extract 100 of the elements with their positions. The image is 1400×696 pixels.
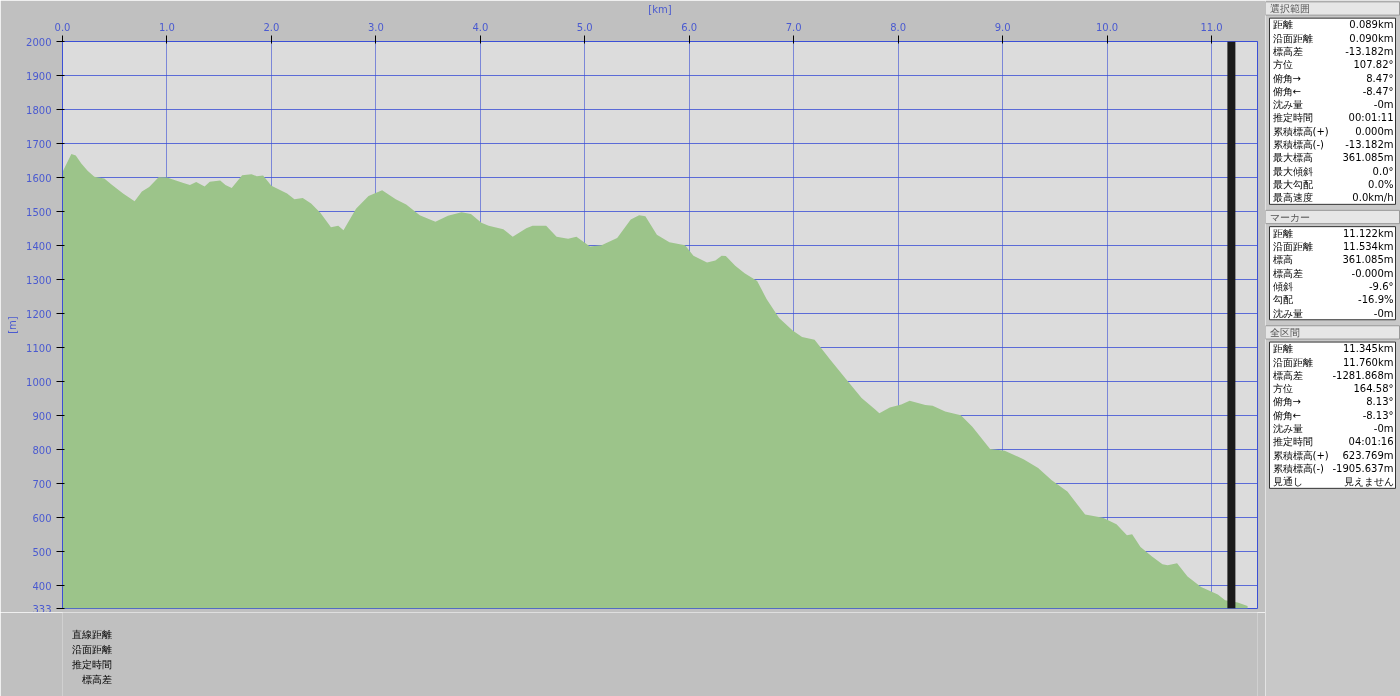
text: 見通し bbox=[1272, 476, 1303, 488]
text: -0m bbox=[1373, 307, 1394, 319]
text: 距離 bbox=[1272, 343, 1293, 355]
y-tick-label: 600 bbox=[32, 512, 52, 524]
text: 直線距離 bbox=[71, 629, 112, 640]
x-tick-label: 5.0 bbox=[576, 21, 593, 33]
text: 11.760km bbox=[1342, 356, 1394, 368]
y-tick-label: 1600 bbox=[26, 172, 52, 184]
text: 方位 bbox=[1272, 59, 1293, 71]
text: 8.13° bbox=[1366, 396, 1394, 408]
text: 0.089km bbox=[1349, 19, 1394, 31]
x-tick-label: 7.0 bbox=[785, 21, 802, 33]
text: 標高差 bbox=[1272, 369, 1303, 381]
text: -0m bbox=[1373, 99, 1394, 111]
text: 方位 bbox=[1272, 383, 1293, 395]
text: 最大勾配 bbox=[1272, 178, 1313, 190]
text: 沈み量 bbox=[1272, 99, 1303, 111]
text: 傾斜 bbox=[1272, 281, 1293, 292]
text: 累積標高(+) bbox=[1272, 449, 1329, 461]
text: 沈み量 bbox=[1272, 423, 1303, 434]
x-tick-label: 2.0 bbox=[263, 21, 280, 33]
y-tick-label: 1300 bbox=[26, 274, 52, 286]
text: 標高差 bbox=[1272, 45, 1303, 57]
y-tick-label: 500 bbox=[32, 546, 52, 558]
text: 11.345km bbox=[1342, 343, 1394, 355]
text: -0.000m bbox=[1351, 267, 1394, 279]
y-tick-label: 400 bbox=[32, 580, 52, 592]
text: -8.13° bbox=[1362, 409, 1394, 421]
x-tick-label: 3.0 bbox=[367, 21, 384, 33]
text: 沿面距離 bbox=[71, 644, 112, 655]
y-axis-title: [m] bbox=[7, 316, 19, 334]
text: マーカー bbox=[1269, 211, 1310, 223]
text: 俯角→ bbox=[1272, 72, 1301, 84]
text: 俯角← bbox=[1272, 409, 1301, 421]
text: -1281.868m bbox=[1332, 369, 1394, 381]
text: 推定時間 bbox=[71, 659, 112, 670]
text: 11.122km bbox=[1342, 227, 1394, 239]
text: 最大傾斜 bbox=[1272, 165, 1313, 177]
text: 沿面距離 bbox=[1272, 241, 1313, 253]
y-tick-label: 900 bbox=[32, 410, 52, 422]
y-tick-label: 1000 bbox=[26, 376, 52, 388]
text: 0.0% bbox=[1368, 178, 1394, 190]
y-tick-label: 1700 bbox=[26, 138, 52, 150]
y-tick-label: 1500 bbox=[26, 206, 52, 218]
text: 361.085m bbox=[1342, 152, 1394, 164]
text: 0.0° bbox=[1372, 165, 1394, 177]
y-tick-label: 1400 bbox=[26, 240, 52, 252]
text: 沿面距離 bbox=[1272, 32, 1313, 44]
text: 推定時間 bbox=[1272, 436, 1313, 448]
text: 0.090km bbox=[1349, 32, 1394, 44]
text: 累積標高(-) bbox=[1272, 462, 1325, 474]
text: 11.534km bbox=[1342, 241, 1394, 253]
text: 距離 bbox=[1272, 19, 1293, 31]
text: 見えません bbox=[1343, 476, 1394, 488]
text: 0.000m bbox=[1355, 125, 1394, 137]
y-tick-label: 1900 bbox=[26, 70, 52, 82]
y-tick-label: 333 bbox=[32, 603, 52, 615]
text: 推定時間 bbox=[1272, 112, 1313, 124]
text: 俯角← bbox=[1272, 85, 1301, 97]
text: 0.0km/h bbox=[1352, 192, 1394, 204]
text: 距離 bbox=[1272, 227, 1293, 239]
text: 107.82° bbox=[1353, 59, 1394, 71]
text: 標高差 bbox=[1272, 267, 1303, 279]
x-tick-label: 4.0 bbox=[472, 21, 489, 33]
y-tick-label: 2000 bbox=[26, 36, 52, 48]
text: 623.769m bbox=[1342, 449, 1394, 461]
text: -1905.637m bbox=[1332, 462, 1394, 474]
x-tick-label: 8.0 bbox=[890, 21, 907, 33]
text: 累積標高(+) bbox=[1272, 125, 1329, 137]
text: 164.58° bbox=[1353, 383, 1394, 395]
y-tick-label: 1200 bbox=[26, 308, 52, 320]
text: 累積標高(-) bbox=[1272, 139, 1325, 150]
x-tick-label: 9.0 bbox=[994, 21, 1011, 33]
text: 全区間 bbox=[1269, 326, 1300, 338]
text: -8.47° bbox=[1362, 85, 1394, 97]
text: 勾配 bbox=[1272, 294, 1293, 306]
x-tick-label: 10.0 bbox=[1095, 21, 1119, 33]
x-tick-label: 1.0 bbox=[159, 21, 175, 33]
y-tick-label: 700 bbox=[32, 478, 52, 490]
text: -13.182m bbox=[1345, 45, 1394, 57]
text: 00:01:11 bbox=[1348, 112, 1394, 124]
x-tick-label: 6.0 bbox=[681, 21, 698, 33]
x-tick-label: 11.0 bbox=[1200, 21, 1223, 33]
text: 最高速度 bbox=[1272, 192, 1313, 204]
y-tick-label: 1100 bbox=[26, 342, 52, 354]
x-tick-label: 0.0 bbox=[54, 21, 71, 33]
text: 俯角→ bbox=[1272, 396, 1301, 408]
text: -9.6° bbox=[1368, 281, 1394, 292]
y-tick-label: 800 bbox=[32, 444, 52, 456]
text: 選択範囲 bbox=[1269, 3, 1310, 14]
text: 8.47° bbox=[1366, 72, 1394, 84]
text: -0m bbox=[1373, 423, 1394, 434]
text: 沈み量 bbox=[1272, 307, 1303, 319]
text: 04:01:16 bbox=[1348, 436, 1394, 448]
text: 標高差 bbox=[81, 674, 112, 685]
y-tick-label: 1800 bbox=[26, 104, 52, 116]
text: 標高 bbox=[1272, 254, 1293, 266]
x-axis-title: [km] bbox=[648, 3, 672, 15]
text: -16.9% bbox=[1358, 294, 1394, 306]
text: 最大標高 bbox=[1272, 152, 1313, 164]
